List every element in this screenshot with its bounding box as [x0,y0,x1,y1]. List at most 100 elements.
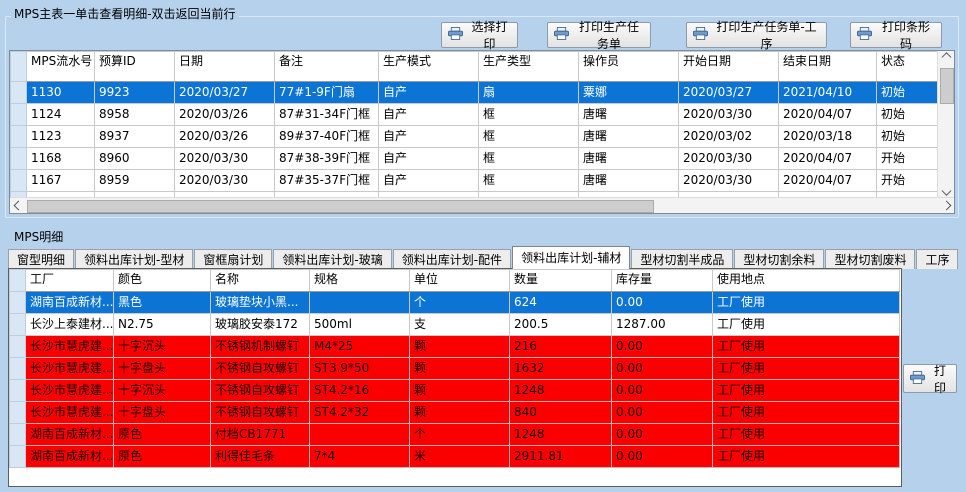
column-header[interactable]: 备注 [274,51,379,82]
cell: 1124 [26,103,95,126]
tab-4[interactable]: 领料出库计划-玻璃 [273,249,392,269]
select-print-button[interactable]: 选择打印 [441,20,518,51]
vertical-scrollbar[interactable] [937,51,954,197]
detail-print-button[interactable]: 打印 [903,364,957,395]
cell: 2020/03/30 [174,169,275,192]
button-label: 打印生产任务单 [578,20,639,51]
detail-row[interactable]: 长沙市慧虎建... 十字盘头 不锈钢自攻螺钉 ST3.9*50 颗 1632 0.00 工厂使… [9,357,900,380]
mps-row[interactable]: 1167 8959 2020/03/30 87#35-37F门框 自产框唐曙 2020/0… [10,169,937,192]
vertical-scroll-thumb[interactable] [940,68,954,104]
button-label: 选择打印 [471,20,508,51]
detail-row[interactable]: 湖南百成新材... 黑色 玻璃垫块小黑... 个 624 0.00 工厂使用 [9,291,900,314]
cell: 自产 [378,169,479,192]
mps-row[interactable] [10,191,937,197]
cell: 1123 [26,125,95,148]
cell: 十字沉头 [113,379,211,402]
cell: 87#35-37F门框 [274,169,379,192]
tab-3[interactable]: 窗框扇计划 [194,249,273,269]
cell: 7*4 [309,445,410,468]
print-task-order-process-button[interactable]: 打印生产任务单-工序 [686,20,827,51]
cell: 长沙市慧虎建... [25,335,114,358]
mps-row[interactable]: 1123 8937 2020/03/26 89#37-40F门框 自产框唐曙 2020/0… [10,125,937,148]
column-header[interactable]: 单位 [409,269,510,292]
cell: 0.00 [611,401,713,424]
cell: 工厂使用 [712,423,900,446]
column-header[interactable]: 预算ID [94,51,175,82]
column-header[interactable]: 生产类型 [478,51,579,82]
cell: 湖南百成新材... [25,423,114,446]
tab-10[interactable]: 工序 [916,249,959,269]
mps-row[interactable]: 1130 9923 2020/03/27 77#1-9F门扇 自产扇粟娜 2020/03/… [10,81,937,104]
row-gutter [9,379,26,402]
printer-icon [554,27,569,43]
row-gutter [9,445,26,468]
print-barcode-button[interactable]: 打印条形码 [850,20,942,51]
cell: 1248 [509,379,612,402]
button-label: 打印条形码 [881,20,930,51]
cell [309,291,410,314]
scroll-right-icon[interactable] [938,198,954,213]
cell: 长沙市慧虎建... [25,379,114,402]
column-header[interactable]: 状态 [876,51,937,82]
tab-8[interactable]: 型材切割余料 [734,249,825,269]
horizontal-scrollbar[interactable] [10,197,954,213]
column-header[interactable]: 日期 [174,51,275,82]
column-header[interactable]: 结束日期 [778,51,877,82]
row-gutter-header [9,269,26,292]
mps-row[interactable]: 1168 8960 2020/03/30 87#38-39F门框 自产框唐曙 2020/0… [10,147,937,170]
cell: 工厂使用 [712,291,900,314]
horizontal-scroll-thumb[interactable] [27,200,654,213]
cell: 2020/03/30 [174,147,275,170]
column-header[interactable]: 生产模式 [378,51,479,82]
cell: 支 [409,313,510,336]
printer-icon [857,27,872,43]
tab-1[interactable]: 窗型明细 [8,249,75,269]
printer-icon [693,27,708,43]
column-header[interactable]: 库存量 [611,269,713,292]
detail-row[interactable]: 长沙市慧虎建... 十字盘头 不锈钢自攻螺钉 ST4.2*32 颗 840 0.00 工厂使用 [9,401,900,424]
mps-row[interactable]: 1124 8958 2020/03/26 87#31-34F门框 自产框唐曙 2020/0… [10,103,937,126]
column-header[interactable]: 工厂 [25,269,114,292]
cell: 十字沉头 [113,335,211,358]
cell: 87#38-39F门框 [274,147,379,170]
cell: 0.00 [611,445,713,468]
column-header[interactable]: 数量 [509,269,612,292]
detail-panel-title: MPS明细 [11,228,67,245]
scroll-down-icon[interactable] [938,182,954,197]
detail-row[interactable]: 湖南百成新材... 原色 付档CB1771 个 1248 0.00 工厂使用 [9,423,900,446]
detail-row[interactable]: 湖南百成新材... 原色 利得佳毛条 7*4 米 2911.81 0.00 工厂使用 [9,445,900,468]
column-header[interactable]: 规格 [309,269,410,292]
cell: 216 [509,335,612,358]
scroll-up-icon[interactable] [938,51,954,66]
cell: 2020/03/30 [678,147,779,170]
cell: 500ml [309,313,410,336]
tab-6[interactable]: 领料出库计划-辅材 [512,246,631,269]
detail-row[interactable]: 长沙上泰建材... N2.75 玻璃胶安泰172 500ml 支 200.5 1287.00… [9,313,900,336]
column-header[interactable]: 开始日期 [678,51,779,82]
cell: 不锈钢自攻螺钉 [210,357,310,380]
print-task-order-button[interactable]: 打印生产任务单 [547,20,651,51]
cell: N2.75 [113,313,211,336]
cell: 颗 [409,379,510,402]
cell: 624 [509,291,612,314]
column-header[interactable]: 操作员 [578,51,679,82]
cell: 框 [478,125,579,148]
cell: 2020/03/27 [174,81,275,104]
tab-2[interactable]: 领料出库计划-型材 [75,249,194,269]
tab-5[interactable]: 领料出库计划-配件 [392,249,512,269]
column-header[interactable]: MPS流水号 [26,51,95,82]
scroll-left-icon[interactable] [10,198,26,213]
column-header[interactable]: 使用地点 [712,269,900,292]
detail-row[interactable]: 长沙市慧虎建... 十字沉头 不锈钢自攻螺钉 ST4.2*16 颗 1248 0.00 工厂使… [9,379,900,402]
column-header[interactable]: 颜色 [113,269,211,292]
tab-7[interactable]: 型材切割半成品 [631,249,734,269]
cell: 利得佳毛条 [210,445,310,468]
cell: 8958 [94,103,175,126]
cell: 89#37-40F门框 [274,125,379,148]
cell: 0.00 [611,335,713,358]
detail-row[interactable]: 长沙市慧虎建... 十字沉头 不锈钢机制螺钉 M4*25 颗 216 0.00 工厂使用 [9,335,900,358]
row-gutter [9,401,26,424]
cell: 2020/03/02 [678,125,779,148]
tab-9[interactable]: 型材切割废料 [825,249,916,269]
column-header[interactable]: 名称 [210,269,310,292]
